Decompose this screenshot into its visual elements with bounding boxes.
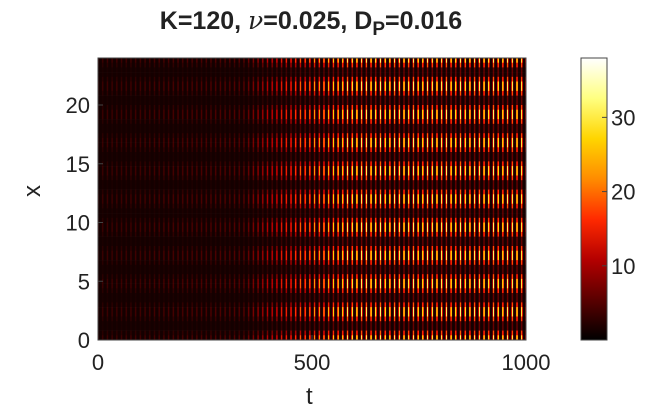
heatmap-plot-area	[98, 58, 526, 340]
